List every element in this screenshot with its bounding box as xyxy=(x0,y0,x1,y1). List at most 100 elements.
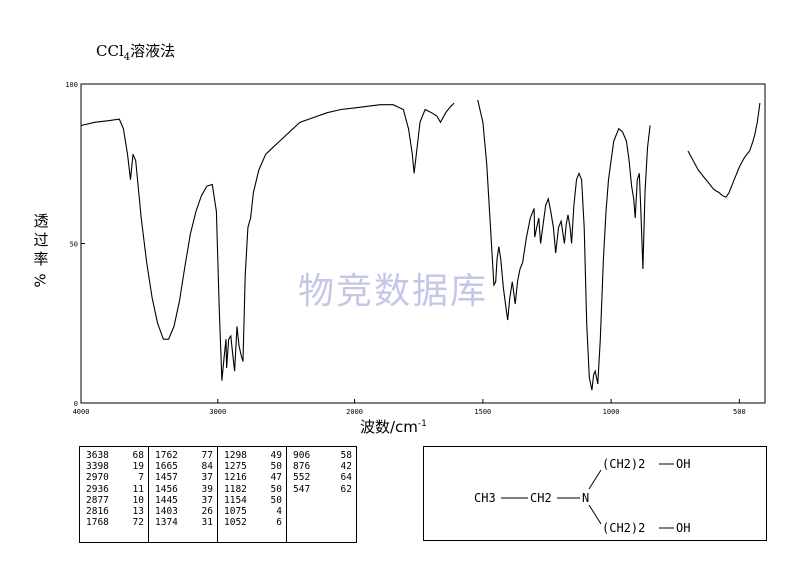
spectrum-series xyxy=(80,99,761,391)
x-tick-label: 4000 xyxy=(73,408,90,416)
peak-table-row: 547 62 xyxy=(293,484,352,495)
peak-wavenumber: 1182 xyxy=(224,483,247,495)
peak-wavenumber: 2936 xyxy=(86,483,109,495)
peak-transmittance: 47 xyxy=(270,472,282,484)
peak-transmittance: 50 xyxy=(270,494,282,506)
structure-ch2: CH2 xyxy=(530,491,552,505)
peak-wavenumber: 1456 xyxy=(155,483,178,495)
peak-wavenumber: 1298 xyxy=(224,450,247,461)
spectrum-line xyxy=(477,99,651,391)
peak-table-column: 3638 68 3398 19 2970 7 2936 11 2877 10 2816 13 1768 7… xyxy=(80,447,149,542)
axis-ticks: 4000 3000 2000 1500 1000 500 0 50 100 xyxy=(65,81,745,416)
peak-wavenumber: 1275 xyxy=(224,461,247,473)
peak-wavenumber: 1075 xyxy=(224,506,247,518)
peak-transmittance: 77 xyxy=(201,450,213,461)
x-tick-label: 1000 xyxy=(603,408,620,416)
peak-transmittance: 13 xyxy=(132,506,144,518)
peak-table-row: 3638 68 xyxy=(86,450,144,461)
peak-transmittance: 58 xyxy=(340,450,352,461)
peak-table-row: 1457 37 xyxy=(155,472,213,483)
peak-wavenumber: 1374 xyxy=(155,517,178,529)
peak-table-row: 1052 6 xyxy=(224,517,282,528)
peak-table-row: 906 58 xyxy=(293,450,352,461)
peak-wavenumber: 1665 xyxy=(155,461,178,473)
peak-table-row: 1762 77 xyxy=(155,450,213,461)
peak-transmittance: 50 xyxy=(270,483,282,495)
peak-transmittance: 68 xyxy=(132,450,144,461)
peak-table-column: 1762 77 1665 84 1457 37 1456 39 1445 37 1403 26 1374… xyxy=(149,447,218,542)
peak-wavenumber: 2816 xyxy=(86,506,109,518)
peak-wavenumber: 2877 xyxy=(86,494,109,506)
peak-transmittance: 37 xyxy=(201,494,213,506)
structure-ch3: CH3 xyxy=(474,491,496,505)
peak-table-row: 1403 26 xyxy=(155,506,213,517)
peak-wavenumber: 1445 xyxy=(155,494,178,506)
y-axis-label: 透 过 率 % xyxy=(31,212,50,288)
peak-table-row: 1456 39 xyxy=(155,484,213,495)
peak-wavenumber: 906 xyxy=(293,450,311,461)
structure-upper-oh: OH xyxy=(676,457,690,471)
peak-table-row: 3398 19 xyxy=(86,461,144,472)
peak-transmittance: 7 xyxy=(138,472,144,484)
peak-table-row: 2970 7 xyxy=(86,472,144,483)
peak-table-row: 552 64 xyxy=(293,472,352,483)
x-tick-label: 2000 xyxy=(346,408,363,416)
peak-wavenumber: 1762 xyxy=(155,450,178,461)
peak-table-row: 1075 4 xyxy=(224,506,282,517)
peak-table-row: 876 42 xyxy=(293,461,352,472)
peak-wavenumber: 552 xyxy=(293,472,311,484)
x-tick-label: 500 xyxy=(733,408,746,416)
y-tick-label: 100 xyxy=(65,81,78,89)
peak-wavenumber: 876 xyxy=(293,461,311,473)
peak-wavenumber: 1216 xyxy=(224,472,247,484)
chemical-structure: CH3 CH2 N (CH2)2 OH (CH2)2 OH xyxy=(423,446,767,541)
peak-transmittance: 72 xyxy=(132,517,144,529)
peak-table-row: 1154 50 xyxy=(224,495,282,506)
y-tick-label: 50 xyxy=(70,241,78,249)
peak-table-row: 1445 37 xyxy=(155,495,213,506)
peak-table: 3638 68 3398 19 2970 7 2936 11 2877 10 2816 13 1768 7… xyxy=(79,446,357,543)
peak-transmittance: 84 xyxy=(201,461,213,473)
structure-n: N xyxy=(582,491,589,505)
peak-wavenumber: 1768 xyxy=(86,517,109,529)
peak-transmittance: 31 xyxy=(201,517,213,529)
watermark: 物竞数据库 xyxy=(298,271,489,312)
y-tick-label: 0 xyxy=(74,400,78,408)
peak-transmittance: 39 xyxy=(201,483,213,495)
peak-table-column: 906 58 876 42 552 64 547 62 xyxy=(287,447,356,542)
peak-transmittance: 49 xyxy=(270,450,282,461)
peak-wavenumber: 3638 xyxy=(86,450,109,461)
peak-wavenumber: 3398 xyxy=(86,461,109,473)
peak-wavenumber: 1154 xyxy=(224,494,247,506)
peak-table-row: 2816 13 xyxy=(86,506,144,517)
peak-table-row: 2936 11 xyxy=(86,484,144,495)
peak-wavenumber: 1052 xyxy=(224,517,247,529)
bond-n-upper xyxy=(588,469,602,490)
peak-transmittance: 50 xyxy=(270,461,282,473)
x-tick-label: 1500 xyxy=(474,408,491,416)
peak-transmittance: 10 xyxy=(132,494,144,506)
x-axis-label: 波数/cm-1 xyxy=(360,418,427,436)
x-tick-label: 3000 xyxy=(209,408,226,416)
peak-wavenumber: 1403 xyxy=(155,506,178,518)
peak-table-row: 1374 31 xyxy=(155,517,213,528)
peak-transmittance: 37 xyxy=(201,472,213,484)
peak-table-row: 1216 47 xyxy=(224,472,282,483)
page-title: CCl4溶液法 xyxy=(96,42,176,63)
peak-wavenumber: 2970 xyxy=(86,472,109,484)
peak-table-row: 1275 50 xyxy=(224,461,282,472)
peak-table-row: 1768 72 xyxy=(86,517,144,528)
peak-transmittance: 4 xyxy=(276,506,282,518)
peak-table-row: 1182 50 xyxy=(224,484,282,495)
peak-table-row: 2877 10 xyxy=(86,495,144,506)
structure-lower-chain: (CH2)2 xyxy=(602,521,645,535)
structure-lower-oh: OH xyxy=(676,521,690,535)
peak-transmittance: 26 xyxy=(201,506,213,518)
peak-wavenumber: 547 xyxy=(293,483,311,495)
peak-transmittance: 11 xyxy=(132,483,144,495)
peak-transmittance: 64 xyxy=(340,472,352,484)
peak-transmittance: 19 xyxy=(132,461,144,473)
peak-transmittance: 6 xyxy=(276,517,282,529)
peak-table-row: 1298 49 xyxy=(224,450,282,461)
